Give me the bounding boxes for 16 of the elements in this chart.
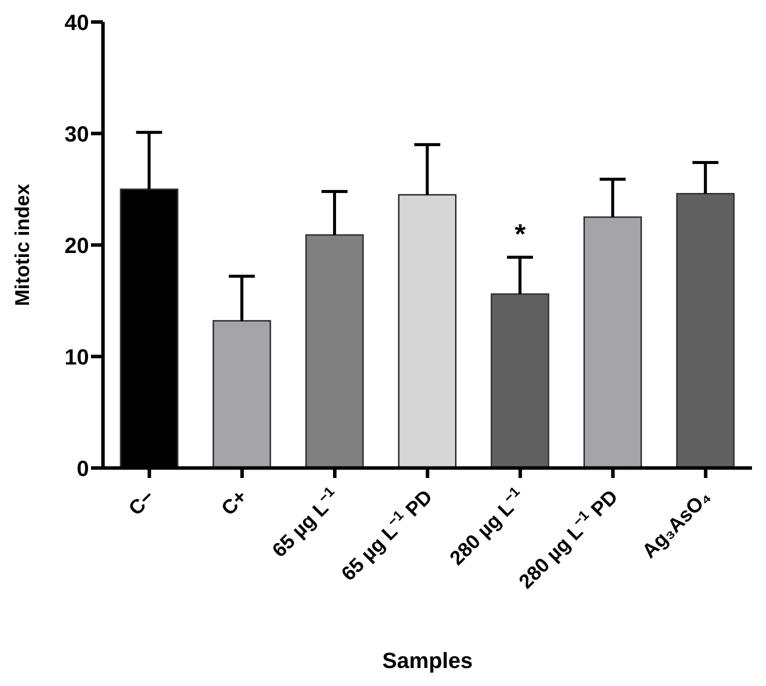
y-tick-label: 10 xyxy=(64,344,89,370)
annotation: * xyxy=(514,218,526,250)
bar xyxy=(583,216,642,468)
bar xyxy=(212,320,272,468)
bar xyxy=(305,234,364,468)
y-axis-title: Mitotic index xyxy=(12,184,34,306)
bar xyxy=(398,194,457,468)
y-tick-label: 0 xyxy=(76,456,89,481)
x-tick-label: C+ xyxy=(218,486,252,520)
y-tick-label: 30 xyxy=(64,121,89,146)
y-tick-label: 20 xyxy=(64,232,89,258)
bar xyxy=(676,192,735,468)
y-tick-label: 40 xyxy=(64,10,89,35)
x-axis-title: Samples xyxy=(382,648,473,673)
bar xyxy=(490,293,550,468)
x-tick-label: C− xyxy=(124,486,159,520)
